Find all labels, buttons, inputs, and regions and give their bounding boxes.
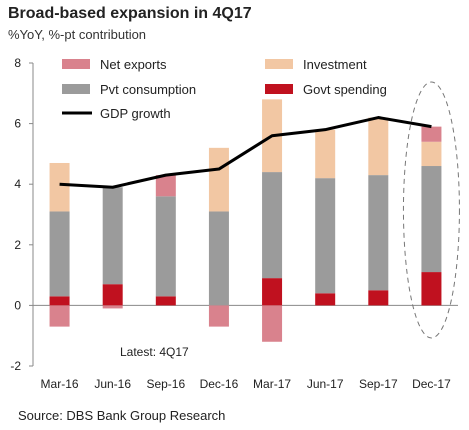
bar-pvt-consumption xyxy=(155,196,176,297)
bar-pvt-consumption xyxy=(262,172,283,279)
legend: Net exports Investment Pvt consumption Govt… xyxy=(62,57,387,121)
y-tick-label: -2 xyxy=(10,359,21,373)
legend-label-pvt-consumption: Pvt consumption xyxy=(100,82,196,97)
axes: -2 0 2 4 6 8 Mar-16 Jun-16 Sep-16 Dec-16 Mar-17 Jun… xyxy=(10,56,458,391)
x-tick-label: Sep-16 xyxy=(146,377,185,391)
x-tick-label: Jun-16 xyxy=(94,377,131,391)
y-tick-label: 2 xyxy=(14,238,21,252)
gdp-line xyxy=(59,116,432,189)
y-tick-label: 6 xyxy=(14,117,21,131)
bar-investment xyxy=(421,141,442,167)
bar-pvt-consumption xyxy=(421,166,442,273)
bar-pvt-consumption xyxy=(208,211,229,306)
bar-net-exports xyxy=(208,305,229,327)
bar-investment xyxy=(315,129,336,179)
chart-subtitle: %YoY, %-pt contribution xyxy=(8,27,147,42)
bar-govt-spending xyxy=(49,296,70,306)
bar-net-exports xyxy=(421,126,442,142)
bar-net-exports xyxy=(102,305,123,309)
x-tick-label: Dec-17 xyxy=(412,377,451,391)
bar-pvt-consumption xyxy=(368,175,389,291)
bars xyxy=(49,99,442,342)
chart-title: Broad-based expansion in 4Q17 xyxy=(8,5,252,22)
x-tick-label: Jun-17 xyxy=(307,377,344,391)
bar-govt-spending xyxy=(262,278,283,306)
bar-pvt-consumption xyxy=(49,211,70,297)
bar-investment xyxy=(208,147,229,212)
bar-govt-spending xyxy=(155,296,176,306)
bar-govt-spending xyxy=(315,293,336,306)
latest-annotation: Latest: 4Q17 xyxy=(120,345,189,359)
bar-pvt-consumption xyxy=(315,178,336,294)
legend-swatch-investment xyxy=(265,59,293,69)
bar-investment xyxy=(49,162,70,212)
source-note: Source: DBS Bank Group Research xyxy=(18,408,226,423)
x-tick-label: Sep-17 xyxy=(359,377,398,391)
bar-net-exports xyxy=(155,175,176,197)
legend-label-gdp-growth: GDP growth xyxy=(100,106,171,121)
bar-govt-spending xyxy=(421,272,442,306)
bar-net-exports xyxy=(49,305,70,327)
bar-pvt-consumption xyxy=(102,187,123,285)
legend-label-net-exports: Net exports xyxy=(100,57,167,72)
y-tick-label: 0 xyxy=(14,298,21,312)
annotations: Latest: 4Q17 xyxy=(120,81,460,359)
y-tick-label: 8 xyxy=(14,56,21,70)
x-tick-label: Dec-16 xyxy=(200,377,239,391)
x-tick-label: Mar-17 xyxy=(253,377,291,391)
bar-investment xyxy=(368,117,389,176)
legend-label-govt-spending: Govt spending xyxy=(303,82,387,97)
legend-label-investment: Investment xyxy=(303,57,367,72)
y-tick-label: 4 xyxy=(14,177,21,191)
bar-govt-spending xyxy=(102,284,123,306)
x-tick-label: Mar-16 xyxy=(41,377,79,391)
bar-govt-spending xyxy=(368,290,389,306)
legend-swatch-govt-spending xyxy=(265,84,293,94)
highlight-ellipse xyxy=(402,81,460,339)
gdp-growth-line xyxy=(59,116,432,189)
legend-swatch-pvt-consumption xyxy=(62,84,90,94)
bar-net-exports xyxy=(262,305,283,342)
legend-swatch-net-exports xyxy=(62,59,90,69)
